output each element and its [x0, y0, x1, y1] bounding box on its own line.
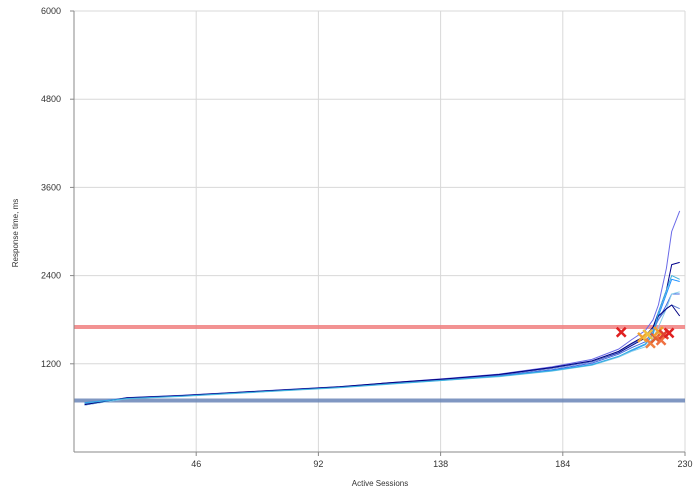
series-line-5 — [84, 291, 680, 406]
y-tick-label-4800: 4800 — [41, 94, 61, 104]
x-tick-label-230: 230 — [677, 459, 692, 469]
x-tick-label-138: 138 — [433, 459, 448, 469]
y-axis-title: Response time, ms — [11, 199, 20, 267]
series-line-8 — [84, 275, 680, 404]
series-lines — [84, 210, 681, 406]
y-tick-label-3600: 3600 — [41, 182, 61, 192]
tick-labels: 46 92 138 184 230 1200 2400 3600 4800 6000 — [41, 6, 693, 469]
y-tick-label-1200: 1200 — [41, 359, 61, 369]
x-tick-label-184: 184 — [555, 459, 570, 469]
axes — [70, 10, 686, 456]
series-line-2 — [84, 293, 680, 404]
series-line-3 — [84, 210, 681, 405]
y-tick-label-6000: 6000 — [41, 6, 61, 16]
x-marker-7 — [655, 334, 667, 346]
x-marker-3 — [642, 329, 654, 340]
x-marker-9 — [663, 327, 675, 339]
y-tick-label-2400: 2400 — [41, 271, 61, 281]
x-marker-1 — [615, 326, 627, 338]
x-marker-2 — [637, 331, 648, 343]
grid — [74, 10, 686, 452]
x-marker-6 — [653, 326, 664, 337]
x-tick-label-92: 92 — [313, 459, 323, 469]
markers — [615, 326, 675, 349]
series-line-7 — [84, 304, 681, 406]
series-line-6 — [84, 304, 680, 405]
reference-lines — [74, 325, 685, 403]
x-tick-label-46: 46 — [191, 459, 201, 469]
x-axis-title: Active Sessions — [352, 479, 408, 488]
